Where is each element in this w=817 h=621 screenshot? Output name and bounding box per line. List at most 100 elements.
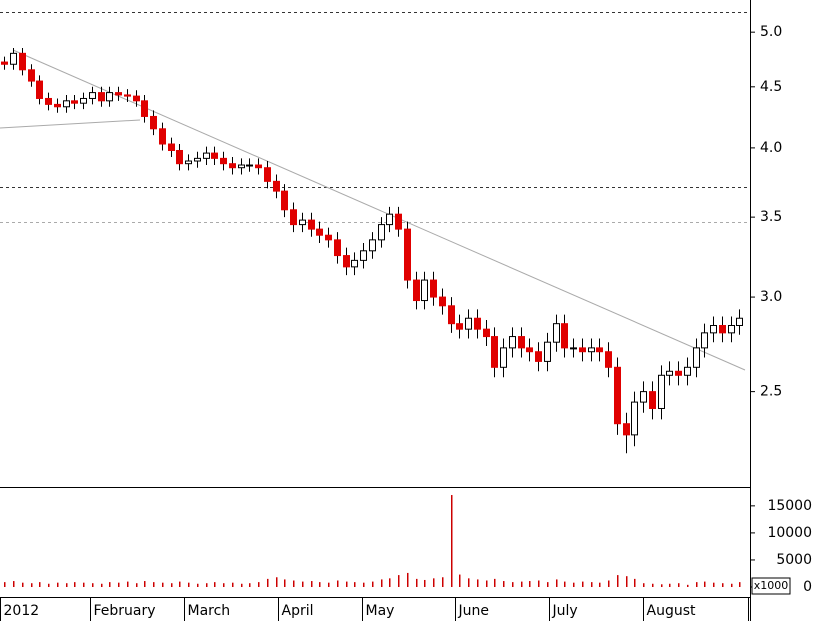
candle-body	[10, 52, 17, 65]
volume-bar	[258, 582, 260, 587]
candle-body	[36, 80, 43, 99]
y-tick-label: 4.5	[760, 79, 782, 95]
candle-body	[89, 92, 96, 99]
candle-body	[246, 164, 253, 167]
volume-bar	[101, 583, 103, 587]
volume-bar	[678, 583, 680, 587]
volume-bar	[687, 584, 689, 587]
candle-body	[666, 370, 673, 376]
volume-bar	[13, 581, 15, 587]
candle-body	[45, 97, 52, 105]
candle-body	[351, 259, 358, 268]
candle-body	[264, 167, 271, 182]
volume-bar	[372, 581, 374, 587]
volume-bar	[696, 582, 698, 587]
x-tick-label: May	[366, 603, 395, 619]
volume-bar	[206, 583, 208, 587]
candle-body	[194, 157, 201, 162]
candle-body	[343, 255, 350, 268]
x-tick-label: 2012	[4, 603, 40, 619]
volume-bar	[416, 578, 418, 587]
candle-body	[28, 69, 35, 82]
volume-bar	[179, 581, 181, 587]
volume-bar	[363, 582, 365, 587]
candle-body	[658, 374, 665, 409]
volume-bar	[284, 579, 286, 587]
candle-body	[728, 324, 735, 334]
candle-body	[220, 157, 227, 165]
volume-bar	[354, 582, 356, 587]
candle-body	[631, 401, 638, 436]
candle-body	[579, 347, 586, 353]
volume-bar	[83, 582, 85, 587]
candle-body	[386, 213, 393, 226]
candle-body	[98, 92, 105, 102]
x-tick-label: June	[458, 603, 490, 619]
volume-unit: x1000	[754, 579, 789, 592]
candle-body	[238, 164, 245, 169]
candle-body	[465, 317, 472, 330]
volume-bar	[739, 582, 741, 587]
volume-bar	[617, 575, 619, 587]
candle-body	[176, 149, 183, 165]
volume-bar	[92, 583, 94, 587]
volume-bar	[704, 581, 706, 587]
volume-bar	[521, 581, 523, 587]
trend-line	[0, 119, 141, 129]
candle-body	[299, 219, 306, 226]
volume-bar	[634, 578, 636, 587]
volume-bar	[66, 583, 68, 587]
volume-bar	[652, 583, 654, 587]
volume-bar	[31, 583, 33, 587]
candle-body	[124, 94, 131, 97]
candle-body	[281, 190, 288, 211]
x-tick-label: February	[94, 603, 156, 619]
y-tick-label: 5.0	[760, 24, 782, 40]
volume-bar	[118, 582, 120, 587]
y-tick-label: 3.5	[760, 209, 782, 225]
volume-bar	[381, 579, 383, 587]
volume-bar	[48, 583, 50, 587]
candle-body	[561, 323, 568, 349]
candle-body	[570, 347, 577, 350]
candle-body	[106, 92, 113, 102]
candle-body	[675, 370, 682, 376]
volume-bar	[241, 583, 243, 587]
candle-body	[509, 336, 516, 349]
candle-body	[133, 95, 140, 102]
candle-body	[623, 423, 630, 436]
candle-body	[19, 52, 26, 71]
candle-body	[535, 351, 542, 362]
y-axis: 2.5 3.0 3.5 4.0 4.5 5.0 0 5000 10000 15000	[750, 24, 812, 595]
volume-bar	[57, 582, 59, 587]
candle-body	[308, 219, 315, 230]
candle-body	[115, 92, 122, 96]
candle-body	[640, 391, 647, 403]
volume-bar	[223, 583, 225, 587]
volume-bar	[722, 583, 724, 587]
volume-bar	[249, 583, 251, 587]
marks-layer	[1, 47, 743, 587]
volume-bar	[424, 579, 426, 587]
volume-bar	[214, 582, 216, 587]
candle-body	[649, 391, 656, 409]
volume-bar	[328, 582, 330, 587]
volume-bar	[731, 583, 733, 587]
volume-tick-label: 0	[803, 579, 812, 595]
volume-bar	[582, 581, 584, 587]
volume-bar	[232, 582, 234, 587]
volume-tick-label: 15000	[767, 498, 812, 514]
candle-body	[518, 336, 525, 349]
candle-body	[255, 164, 262, 169]
x-tick-label: August	[647, 603, 697, 619]
volume-bar	[529, 581, 531, 587]
volume-unit-box	[751, 577, 791, 595]
volume-bar	[171, 583, 173, 587]
candle-body	[684, 366, 691, 376]
candle-body	[614, 366, 621, 425]
candle-body	[325, 234, 332, 241]
volume-bar	[153, 582, 155, 587]
candle-body	[605, 351, 612, 368]
volume-bar	[494, 578, 496, 587]
